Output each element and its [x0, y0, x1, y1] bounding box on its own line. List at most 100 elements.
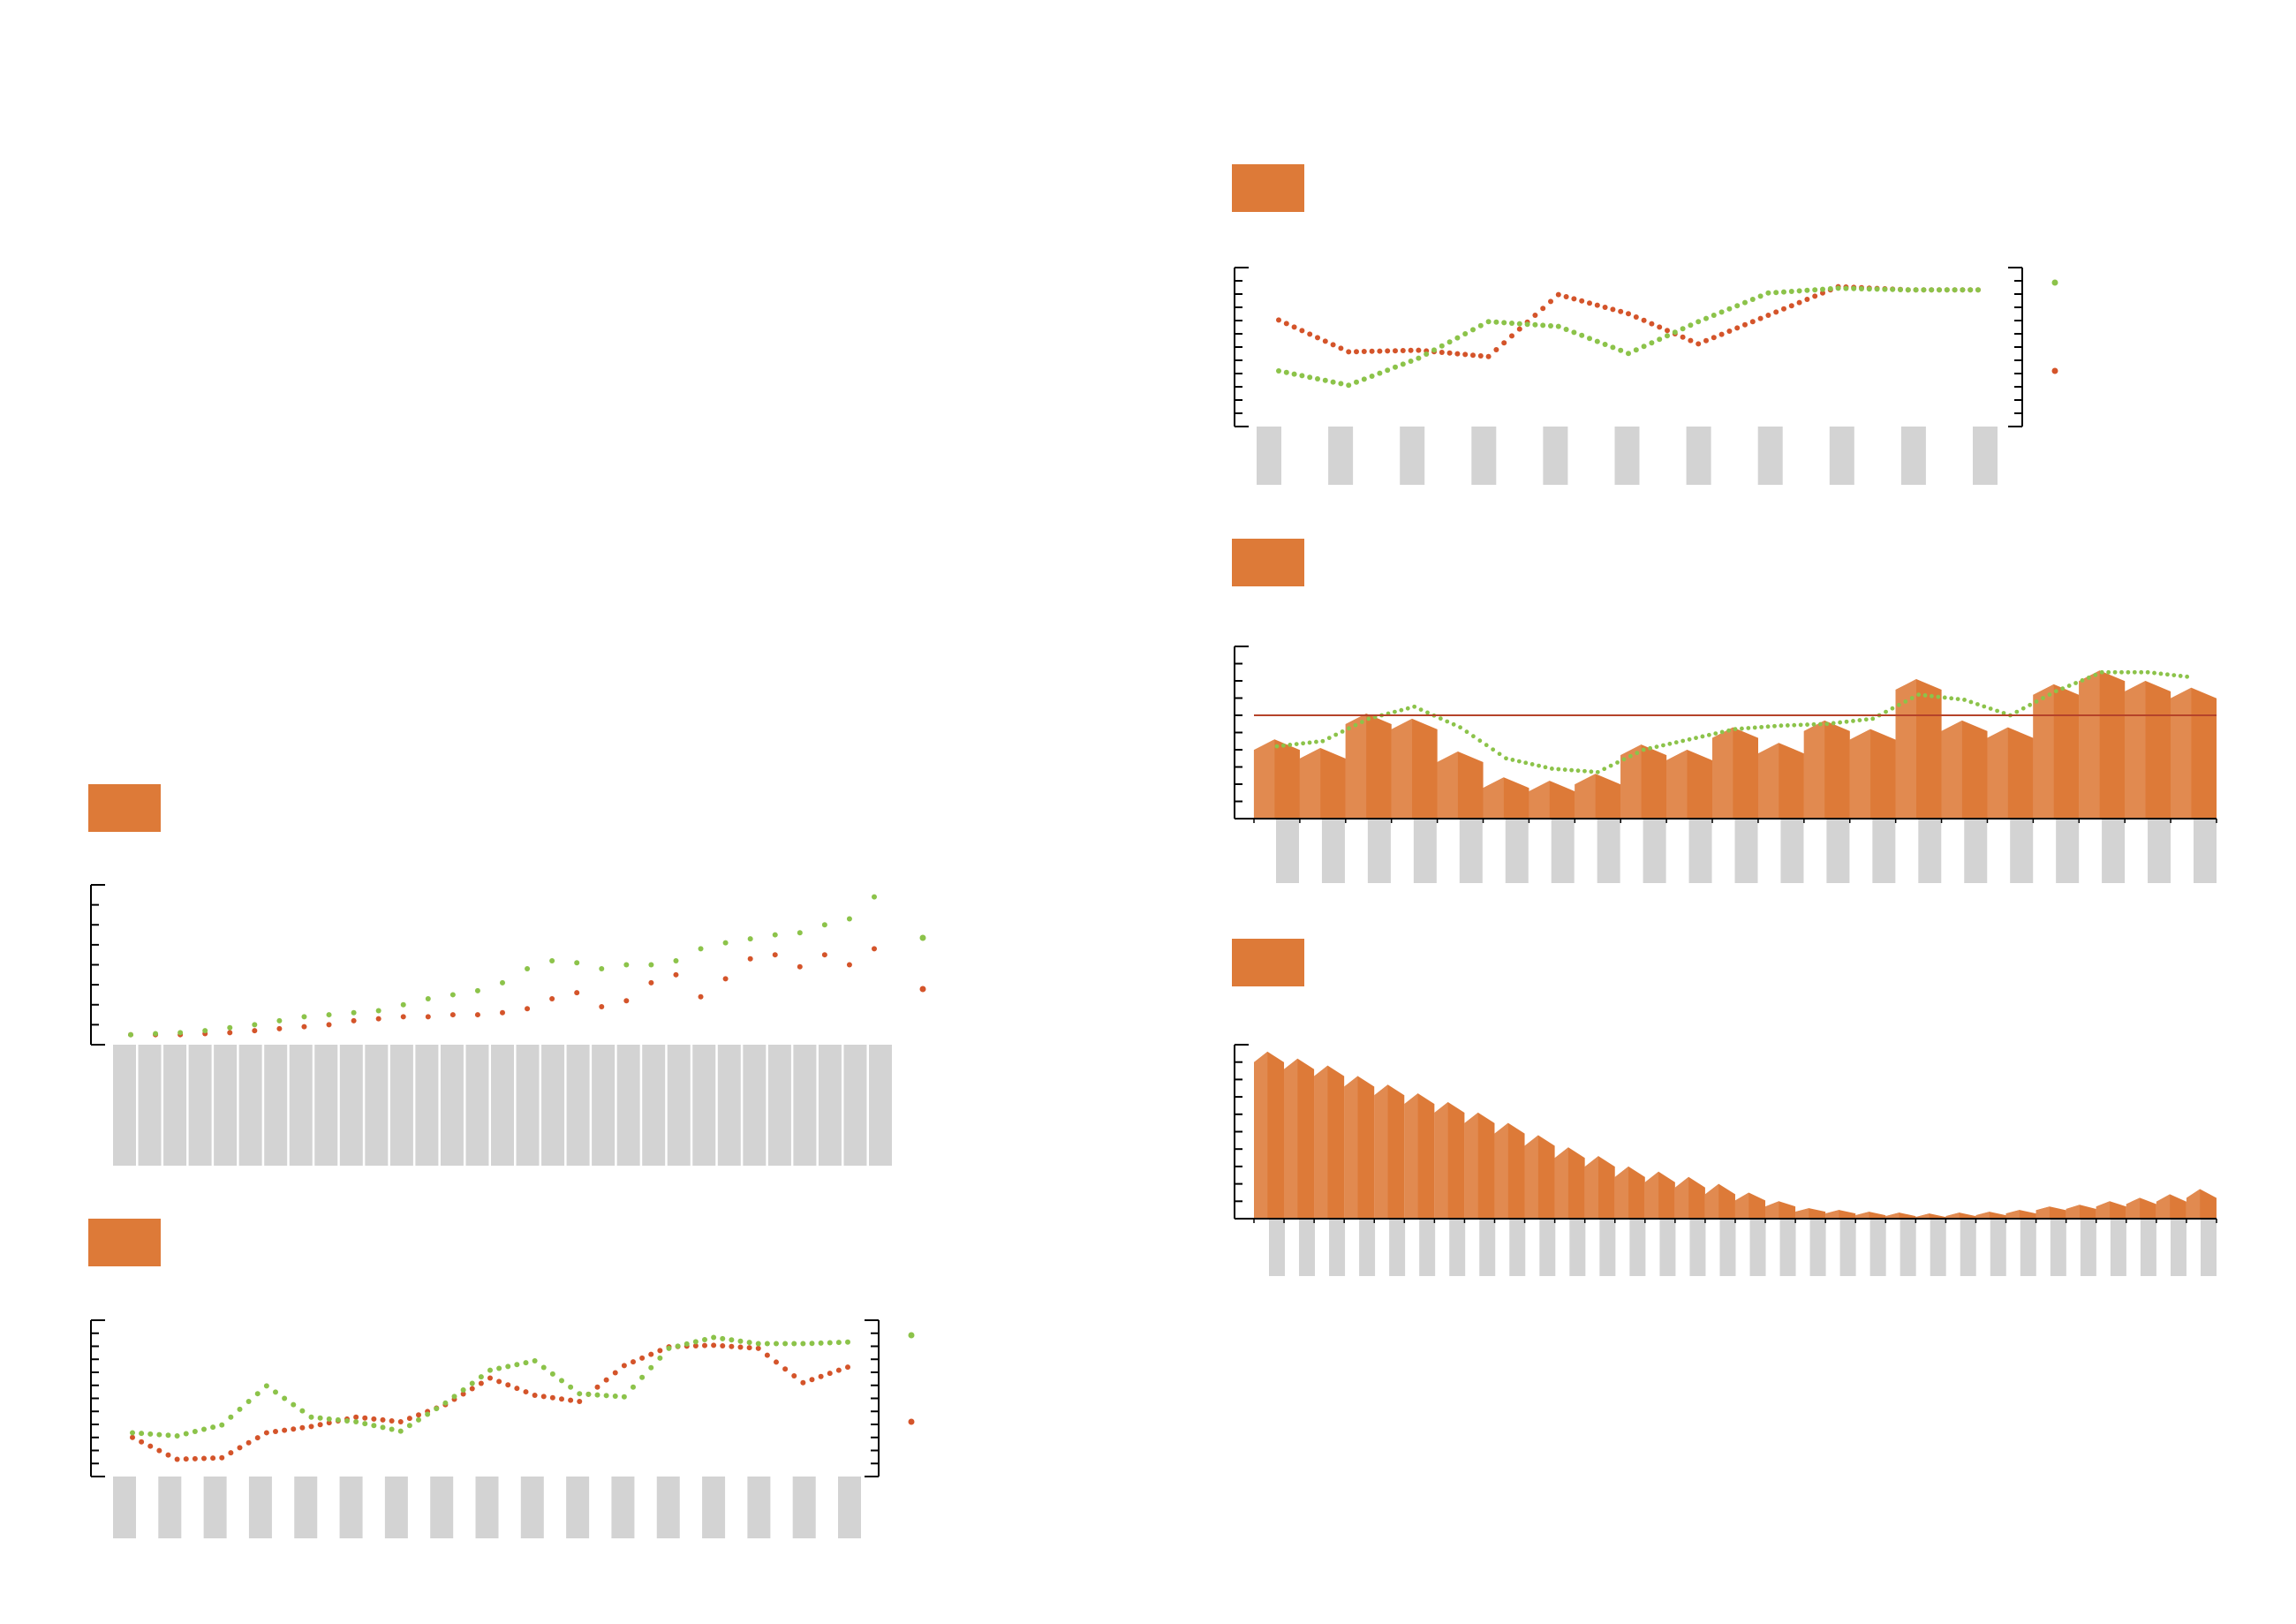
panel-b-series-1-trail [210, 1455, 216, 1462]
panel-e-bar-7-face [1434, 1102, 1448, 1219]
panel-a-category-label-21 [616, 1045, 640, 1166]
panel-a-series-2-point-24 [698, 946, 704, 952]
panel-c-series-2-trail [1462, 331, 1469, 336]
panel-c-series-1-point-5 [1555, 291, 1561, 298]
panel-c-series-1-trail [1796, 299, 1802, 306]
panel-a-series-2-point-26 [747, 936, 753, 942]
panel-b-series-2-trail [675, 1343, 681, 1349]
panel-d-series-2-point [1320, 738, 1325, 744]
panel-c-series-1-point-6 [1626, 311, 1631, 317]
panel-c-series-2-trail [1338, 381, 1344, 387]
panel-c-series-1-trail [1501, 340, 1507, 346]
panel-a-category-label-9 [314, 1045, 338, 1166]
panel-b-series-1-trail [389, 1417, 395, 1424]
panel-b-series-2-trail [416, 1416, 421, 1423]
panel-d-series-2-point [1949, 696, 1954, 701]
panel-d-series-2-point [1870, 716, 1876, 721]
panel-e-bar-18-face [1765, 1201, 1779, 1219]
panel-a-category-label-29 [818, 1045, 842, 1166]
panel-e-category-label-8 [1479, 1219, 1496, 1276]
panel-c [1232, 164, 2058, 485]
panel-c-series-2-trail [1408, 359, 1414, 364]
panel-e-bar-11-face [1554, 1147, 1568, 1219]
panel-b-series-2-trail [505, 1363, 511, 1370]
panel-e-category-label-19 [1809, 1219, 1826, 1276]
panel-b-series-1-point-11 [577, 1399, 583, 1405]
panel-b-series-2-trail [827, 1340, 833, 1346]
panel-a-title-tag [88, 784, 161, 832]
panel-b-series-1-trail [237, 1445, 243, 1451]
panel-d-series-2-point [2099, 669, 2104, 675]
panel-e-category-label-30 [2140, 1219, 2156, 1276]
panel-a-series-2-point-13 [425, 995, 431, 1001]
panel-b-series-2-trail [335, 1416, 341, 1423]
panel-b-category-label-7 [384, 1477, 408, 1538]
panel-b-series-2-trail [702, 1336, 707, 1342]
panel-c-series-1-trail [1726, 329, 1733, 334]
panel-c-series-2-trail [1299, 373, 1305, 379]
panel-c-series-2-trail [1610, 344, 1616, 351]
panel-b-legend-marker-1 [908, 1332, 915, 1339]
panel-d-series-2-point [2171, 673, 2177, 677]
panel-b-series-1-trail [192, 1455, 198, 1462]
panel-e-bar-28-face [2066, 1205, 2081, 1219]
panel-b-series-2-trail [657, 1355, 663, 1361]
panel-d-category-label-17 [2010, 819, 2034, 883]
panel-c-series-1-trail [1633, 314, 1639, 320]
panel-d-series-2-point [1719, 729, 1725, 735]
panel-c-series-2-trail [1594, 338, 1600, 344]
panel-e-category-label-1 [1269, 1219, 1285, 1276]
panel-a-category-label-18 [541, 1045, 565, 1166]
panel-c-series-2-trail [1633, 347, 1639, 353]
panel-d-series-2-point [1896, 702, 1901, 707]
panel-c-series-2-trail [1843, 285, 1849, 291]
panel-b-series-2-point-1 [130, 1430, 135, 1436]
panel-e-category-label-22 [1899, 1219, 1916, 1276]
panel-a-series-2-point-28 [797, 930, 803, 936]
panel-d-category-label-10 [1688, 819, 1712, 883]
panel-d-series-2-point [1425, 710, 1430, 715]
panel-a-category-label-2 [138, 1045, 162, 1166]
panel-c-series-1-trail [1322, 338, 1328, 344]
panel-d-series-2-point [2087, 675, 2091, 680]
panel-b-series-2-point-8 [442, 1400, 449, 1406]
panel-b-series-1-point-4 [263, 1430, 269, 1436]
panel-c-series-1-trail [1602, 305, 1608, 310]
panel-d-series-2-point [1582, 768, 1587, 774]
panel-d-series-2-point [2164, 672, 2170, 677]
panel-b-category-label-16 [792, 1477, 816, 1538]
panel-c-series-2-trail [1788, 289, 1794, 294]
panel-d-series-2-point [1700, 734, 1705, 739]
panel-d-series-2-point [2053, 689, 2058, 694]
panel-d-series-2-point [1516, 759, 1522, 764]
panel-c-series-2-trail [1665, 333, 1670, 339]
panel-b-series-2-trail [469, 1380, 475, 1386]
panel-e-bar-29-face [2096, 1201, 2111, 1219]
panel-d-category-label-9 [1643, 819, 1666, 883]
panel-b-series-2-trail [147, 1431, 154, 1437]
panel-d-series-2-point [1438, 716, 1443, 721]
panel-c-series-2-trail [1493, 319, 1499, 325]
panel-d-series-2-point [1333, 732, 1339, 737]
panel-c-series-2-trail [1672, 329, 1678, 336]
panel-d-series-2-point [2112, 669, 2118, 675]
panel-c-series-2-point-9 [1835, 285, 1841, 291]
panel-c-series-2-trail [1385, 367, 1391, 374]
panel-e-category-label-11 [1569, 1219, 1586, 1276]
panel-b-series-1-trail [523, 1389, 529, 1395]
panel-d-series-2-point [1988, 706, 1993, 711]
panel-a-category-label-4 [188, 1045, 212, 1166]
panel-d-series-2-point [1556, 767, 1561, 772]
panel-d-bar-16-face [1941, 720, 1962, 819]
panel-d-series-2-point [2041, 696, 2045, 700]
panel-a-series-1-point-8 [301, 1023, 307, 1030]
panel-a-series-2-point-20 [599, 966, 605, 972]
panel-d-series-2-point [1733, 727, 1738, 731]
panel-b-series-1-trail [631, 1359, 636, 1365]
panel-c-series-1-trail [1804, 297, 1810, 302]
panel-c-series-1-trail [1579, 298, 1585, 304]
panel-a-series-2-point-12 [400, 1001, 406, 1008]
panel-b-series-1-trail [514, 1386, 520, 1392]
panel-c-series-2-trail [1929, 287, 1935, 293]
